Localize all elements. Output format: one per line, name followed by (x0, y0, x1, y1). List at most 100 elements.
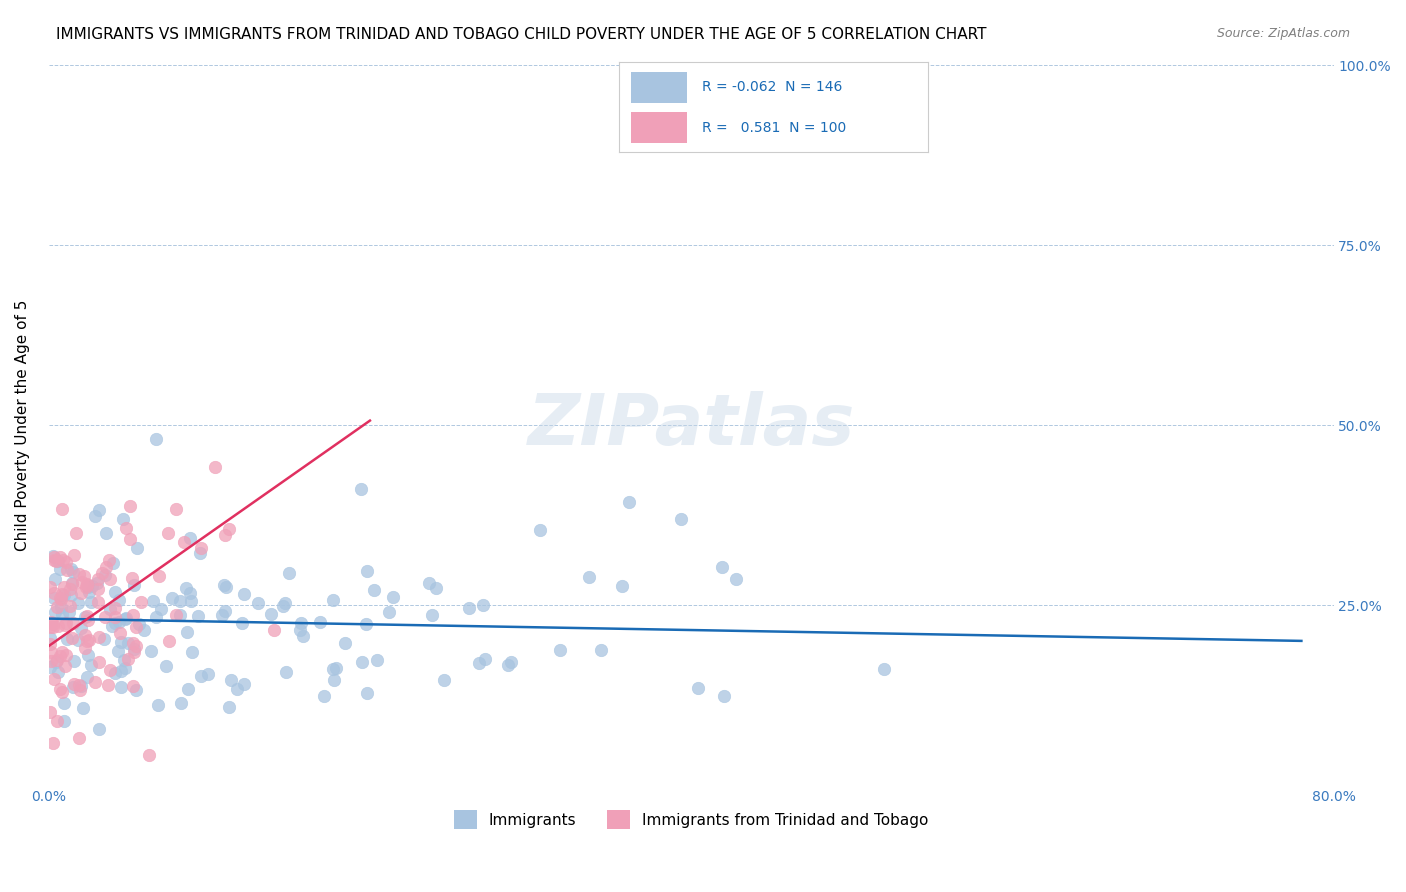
Point (63, 548, 86, 562)
Point (278, 566, 301, 581)
Point (589, 643, 612, 657)
Point (145, 433, 167, 447)
Point (169, 593, 191, 607)
Point (67, 731, 90, 746)
Point (60, 588, 83, 602)
Point (55, 658, 77, 673)
Point (60, 631, 83, 645)
Point (53, 714, 76, 728)
Point (271, 599, 294, 613)
Point (122, 636, 145, 650)
Point (146, 698, 169, 712)
Point (49, 591, 72, 606)
Point (214, 604, 236, 618)
Point (149, 602, 172, 616)
Point (56, 563, 79, 577)
Point (354, 617, 377, 632)
Point (80, 579, 103, 593)
Point (46, 619, 69, 633)
Point (471, 599, 494, 613)
Point (55, 615, 77, 630)
Point (378, 605, 401, 619)
Point (309, 615, 332, 630)
Point (145, 610, 167, 624)
Point (39, 705, 62, 719)
Point (39, 620, 62, 634)
Point (467, 656, 489, 670)
Point (425, 581, 447, 595)
Point (62, 680, 84, 694)
Point (176, 625, 198, 640)
Point (77, 580, 100, 594)
Point (219, 673, 242, 687)
Point (165, 502, 187, 516)
Point (274, 665, 297, 680)
Point (72, 701, 94, 715)
Point (578, 570, 600, 584)
Point (156, 525, 179, 540)
Point (97, 678, 120, 692)
Point (104, 665, 127, 680)
Point (76, 613, 98, 627)
Point (322, 673, 344, 688)
Point (65, 525, 87, 540)
Point (52, 588, 75, 602)
Point (108, 626, 131, 640)
Point (107, 615, 129, 629)
Point (51, 600, 73, 615)
Point (115, 521, 138, 535)
Point (41, 736, 63, 750)
Point (94, 560, 117, 574)
Point (124, 639, 146, 653)
Point (83, 675, 105, 690)
Point (46, 653, 69, 667)
Point (70, 585, 93, 599)
Point (91, 566, 114, 580)
FancyBboxPatch shape (631, 72, 686, 103)
Point (46, 665, 69, 679)
Point (322, 662, 344, 676)
Y-axis label: Child Poverty Under the Age of 5: Child Poverty Under the Age of 5 (15, 300, 30, 550)
Point (529, 524, 551, 538)
Point (110, 680, 132, 694)
Point (45, 599, 67, 614)
Legend: Immigrants, Immigrants from Trinidad and Tobago: Immigrants, Immigrants from Trinidad and… (447, 805, 935, 835)
Point (420, 608, 443, 623)
Point (290, 623, 312, 637)
Text: R =   0.581  N = 100: R = 0.581 N = 100 (702, 120, 846, 135)
Point (73, 641, 96, 656)
Point (214, 528, 236, 542)
Point (69, 683, 91, 698)
Point (233, 677, 256, 691)
Point (44, 572, 66, 586)
Point (76, 648, 98, 663)
Point (42, 591, 65, 605)
Point (125, 620, 148, 634)
Point (45, 656, 67, 670)
Point (125, 541, 148, 556)
Point (325, 660, 347, 674)
Point (128, 616, 150, 631)
Point (48, 682, 70, 697)
Point (174, 581, 197, 595)
Point (96, 525, 118, 540)
Point (87, 722, 110, 736)
Point (333, 635, 356, 649)
Point (39, 659, 62, 673)
Point (710, 560, 733, 574)
Point (356, 565, 378, 579)
Point (713, 690, 735, 704)
Point (114, 661, 136, 675)
Point (122, 645, 145, 659)
Point (260, 607, 283, 621)
Point (117, 636, 139, 650)
Point (314, 689, 336, 703)
Point (39, 645, 62, 659)
Point (87, 503, 110, 517)
Point (188, 546, 211, 560)
Point (366, 652, 388, 666)
Point (187, 608, 209, 623)
Point (688, 681, 710, 695)
Point (49, 550, 72, 565)
Point (51, 684, 73, 698)
